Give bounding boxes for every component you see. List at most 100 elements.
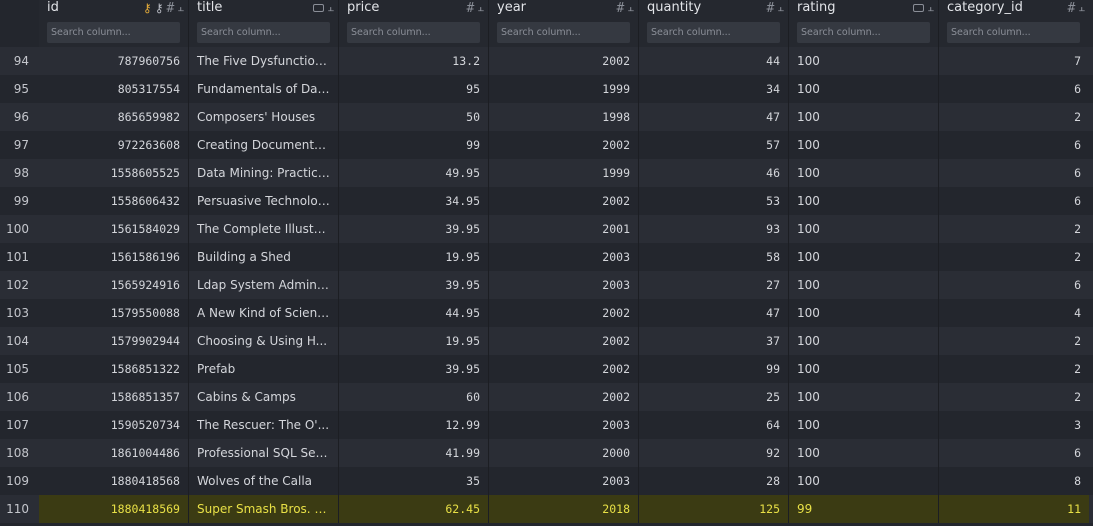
cell-category-id[interactable]: 4 [1074,306,1081,320]
cell-title[interactable]: Professional SQL Ser... [189,439,339,467]
cell-id[interactable]: 787960756 [39,47,189,75]
cell-price[interactable]: 50 [339,103,489,131]
column-search-input[interactable] [197,22,330,43]
cell-rating[interactable]: 100 [789,103,939,131]
row-number[interactable]: 103 [6,306,29,320]
row-number[interactable]: 108 [6,446,29,460]
table-row[interactable]: 104 1579902944 Choosing & Using H... 19.95 2… [0,327,1093,355]
table-row[interactable]: 100 1561584029 The Complete Illustra... 39.… [0,215,1093,243]
cell-title[interactable]: Persuasive Technolog... [189,187,339,215]
cell-title[interactable]: Super Smash Bros. Ul... [189,495,339,523]
row-number[interactable]: 107 [6,418,29,432]
cell-price[interactable]: 49.95 [339,159,489,187]
cell-category-id[interactable]: 2 [1074,334,1081,348]
cell-quantity[interactable]: 34 [639,75,789,103]
cell-rating[interactable]: 100 [789,75,939,103]
cell-id[interactable]: 972263608 [39,131,189,159]
cell-category-id[interactable]: 11 [939,495,1089,523]
cell-title[interactable]: Fundamentals of Dat... [189,75,339,103]
row-number[interactable]: 104 [6,334,29,348]
cell-year[interactable]: 1999 [489,75,639,103]
cell-category-id[interactable]: 2 [1074,250,1081,264]
cell-price[interactable]: 13.2 [339,47,489,75]
column-search-input[interactable] [47,22,180,43]
cell-category-id[interactable]: 2 [1074,390,1081,404]
cell-quantity[interactable]: 25 [639,383,789,411]
cell-category-id[interactable]: 2 [1074,110,1081,124]
cell-title[interactable]: Building a Shed [189,243,339,271]
column-search-input[interactable] [347,22,480,43]
pin-icon[interactable]: ⫠ [327,1,334,14]
cell-quantity[interactable]: 125 [639,495,789,523]
cell-year[interactable]: 2002 [489,47,639,75]
column-title[interactable]: id [47,0,59,15]
cell-category-id[interactable]: 7 [1074,54,1081,68]
table-row[interactable]: 101 1561586196 Building a Shed 19.95 2003 58 1… [0,243,1093,271]
column-header-id[interactable]: id ⚷ ⚷ # ⫠ [39,0,189,47]
cell-year[interactable]: 2018 [489,495,639,523]
cell-price[interactable]: 19.95 [339,243,489,271]
pin-icon[interactable]: ⫠ [927,1,934,14]
cell-rating[interactable]: 100 [789,299,939,327]
cell-price[interactable]: 41.99 [339,439,489,467]
row-number[interactable]: 94 [13,54,29,68]
cell-rating[interactable]: 100 [789,271,939,299]
cell-title[interactable]: The Rescuer: The O'... [189,411,339,439]
table-row[interactable]: 95 805317554 Fundamentals of Dat... 95 1999 3… [0,75,1093,103]
cell-id[interactable]: 1565924916 [39,271,189,299]
row-number[interactable]: 110 [6,502,29,516]
cell-title[interactable]: A New Kind of Science [189,299,339,327]
cell-price[interactable]: 39.95 [339,355,489,383]
cell-rating[interactable]: 100 [789,131,939,159]
cell-quantity[interactable]: 27 [639,271,789,299]
column-header-category-id[interactable]: category_id # ⫠ [939,0,1089,47]
cell-quantity[interactable]: 37 [639,327,789,355]
row-number[interactable]: 100 [6,222,29,236]
cell-id[interactable]: 1561584029 [39,215,189,243]
cell-id[interactable]: 1861004486 [39,439,189,467]
row-number[interactable]: 96 [13,110,29,124]
cell-rating[interactable]: 100 [789,411,939,439]
column-header-title[interactable]: title ⫠ [189,0,339,47]
pin-icon[interactable]: ⫠ [777,1,784,14]
table-row[interactable]: 99 1558606432 Persuasive Technolog... 34.95… [0,187,1093,215]
cell-title[interactable]: Prefab [189,355,339,383]
pin-icon[interactable]: ⫠ [627,1,634,14]
cell-rating[interactable]: 100 [789,187,939,215]
cell-title[interactable]: Composers' Houses [189,103,339,131]
column-search-input[interactable] [497,22,630,43]
cell-quantity[interactable]: 57 [639,131,789,159]
cell-year[interactable]: 2003 [489,411,639,439]
cell-year[interactable]: 1999 [489,159,639,187]
cell-price[interactable]: 35 [339,467,489,495]
column-search-input[interactable] [947,22,1080,43]
cell-quantity[interactable]: 28 [639,467,789,495]
cell-category-id[interactable]: 3 [1074,418,1081,432]
table-row[interactable]: 97 972263608 Creating Documents ... 99 2002 5… [0,131,1093,159]
cell-quantity[interactable]: 92 [639,439,789,467]
cell-quantity[interactable]: 58 [639,243,789,271]
cell-year[interactable]: 2002 [489,187,639,215]
table-row[interactable]: 96 865659982 Composers' Houses 50 1998 47 100 2 [0,103,1093,131]
table-row[interactable]: 102 1565924916 Ldap System Adminis... 39.95… [0,271,1093,299]
column-title[interactable]: category_id [947,0,1023,15]
column-title[interactable]: year [497,0,527,15]
column-header-year[interactable]: year # ⫠ [489,0,639,47]
column-title[interactable]: quantity [647,0,702,15]
cell-year[interactable]: 1998 [489,103,639,131]
cell-year[interactable]: 2002 [489,299,639,327]
cell-id[interactable]: 1880418568 [39,467,189,495]
cell-id[interactable]: 1586851357 [39,383,189,411]
cell-price[interactable]: 62.45 [339,495,489,523]
cell-quantity[interactable]: 53 [639,187,789,215]
cell-rating[interactable]: 100 [789,383,939,411]
row-number[interactable]: 106 [6,390,29,404]
cell-quantity[interactable]: 47 [639,103,789,131]
cell-id[interactable]: 805317554 [39,75,189,103]
cell-id[interactable]: 1590520734 [39,411,189,439]
column-search-input[interactable] [647,22,780,43]
row-number[interactable]: 95 [13,82,29,96]
cell-price[interactable]: 12.99 [339,411,489,439]
cell-category-id[interactable]: 6 [1074,166,1081,180]
cell-price[interactable]: 44.95 [339,299,489,327]
